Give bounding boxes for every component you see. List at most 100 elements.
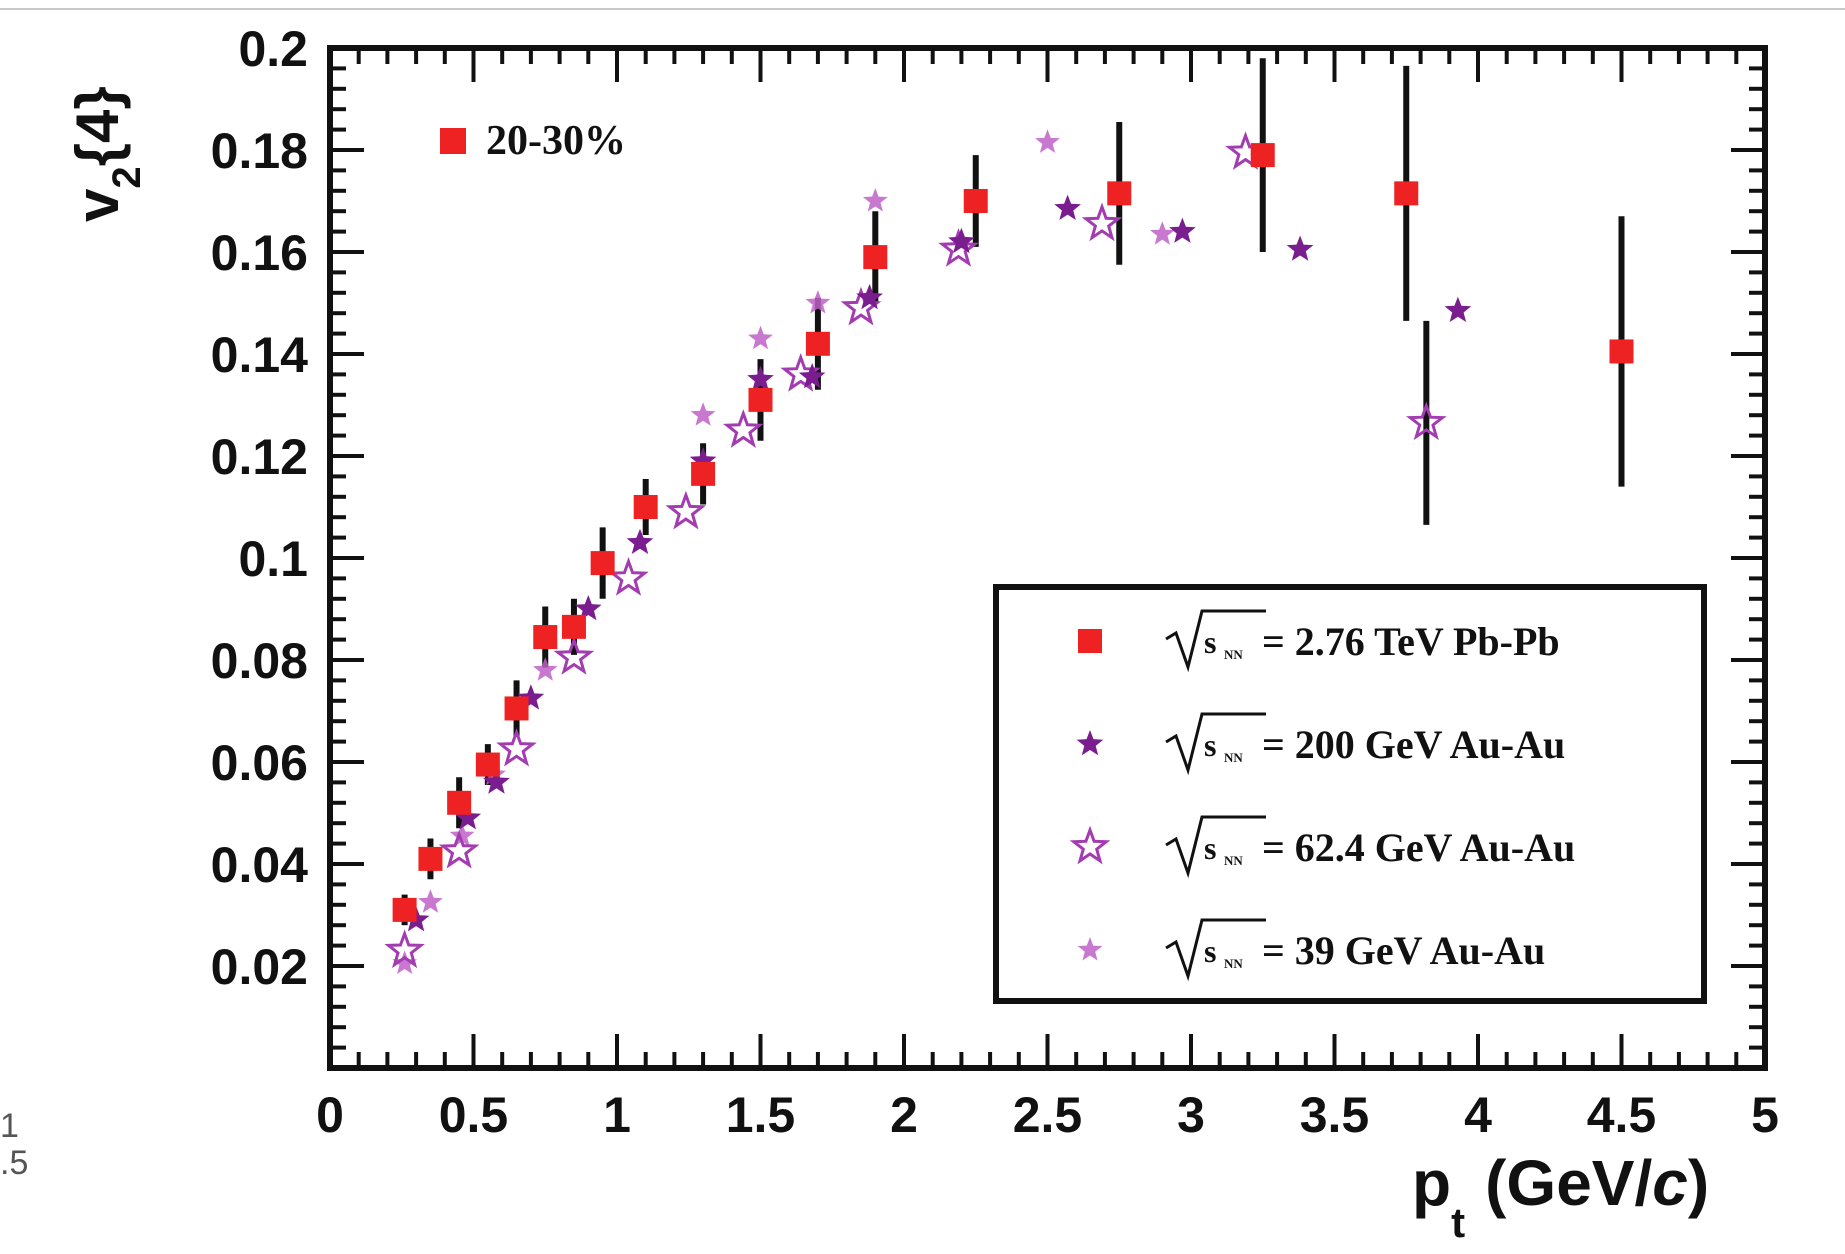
- data-point-series-3: [748, 325, 773, 350]
- legend-sqrt-s: s: [1204, 624, 1216, 660]
- x-axis-title-unit-close: ): [1688, 1147, 1709, 1219]
- legend-label-0: = 2.76 TeV Pb-Pb: [1262, 619, 1560, 664]
- legend-label-1: = 200 GeV Au-Au: [1262, 722, 1565, 767]
- legend-sqrt-nn: NN: [1224, 956, 1243, 971]
- x-axis-title: pt (GeV/c): [1412, 1147, 1709, 1246]
- y-axis-title-sub: 2: [105, 166, 149, 188]
- y-tick-label: 0.12: [211, 429, 308, 485]
- data-point-series-1: [483, 768, 510, 794]
- legend: s NN = 2.76 TeV Pb-Pb s NN = 200 GeV Au-Au s NN…: [993, 584, 1707, 1004]
- legend-sqrt-nn: NN: [1224, 853, 1243, 868]
- annotation: 20-30%: [440, 118, 626, 164]
- legend-label-2: = 62.4 GeV Au-Au: [1262, 825, 1575, 870]
- data-point-series-3: [690, 402, 716, 426]
- legend-entry-1: s NN = 200 GeV Au-Au: [1165, 712, 1565, 776]
- y-axis-title-main: v: [64, 188, 131, 222]
- sqrt-sign-icon: [1165, 918, 1266, 982]
- x-tick-label: 1.5: [726, 1087, 796, 1143]
- data-point-series-0: [561, 614, 586, 639]
- sqrt-sign-icon: [1165, 712, 1266, 776]
- data-point-series-1: [689, 447, 717, 473]
- data-point-series-3: [418, 889, 443, 913]
- data-point-series-3: [449, 823, 475, 847]
- legend-sqrt-s: s: [1204, 727, 1216, 763]
- data-point-series-0: [748, 387, 773, 412]
- x-tick-label: 4.5: [1587, 1087, 1657, 1143]
- data-point-series-0: [504, 696, 529, 721]
- y-tick-label: 0.18: [211, 123, 308, 179]
- legend-sqrt-s: s: [1204, 933, 1216, 969]
- data-point-series-0: [418, 846, 443, 871]
- data-point-series-2: [384, 929, 425, 969]
- data-point-series-3: [862, 188, 888, 212]
- legend-sqrt-nn: NN: [1224, 647, 1243, 662]
- x-axis-title-main: p: [1412, 1147, 1451, 1219]
- data-point-series-0: [1107, 181, 1132, 206]
- x-tick-label: 2: [890, 1087, 918, 1143]
- data-point-series-0: [590, 551, 615, 576]
- legend-marker-0: [1078, 629, 1102, 653]
- x-tick-label: 1: [603, 1087, 631, 1143]
- y-tick-label: 0.16: [211, 225, 308, 281]
- data-point-series-1: [1169, 217, 1196, 243]
- x-tick-label: 0: [316, 1087, 344, 1143]
- data-point-series-2: [438, 829, 480, 869]
- x-tick-label: 2.5: [1013, 1087, 1083, 1143]
- data-point-series-2: [1406, 401, 1447, 441]
- data-point-series-3: [1149, 221, 1175, 245]
- legend-label-3: = 39 GeV Au-Au: [1262, 928, 1545, 973]
- legend-entry-2: s NN = 62.4 GeV Au-Au: [1165, 815, 1575, 879]
- data-point-series-1: [856, 283, 883, 310]
- legend-entry-0: s NN = 2.76 TeV Pb-Pb: [1165, 609, 1560, 673]
- data-point-series-1: [626, 528, 654, 554]
- annotation-marker: [440, 128, 466, 154]
- data-point-series-1: [517, 684, 545, 710]
- data-point-series-0: [392, 897, 417, 922]
- tick-labels: 0 0.5 1 1.5 2 2.5 3 3.5 4 4.5 5 0.02 0.04 0.06 0.08 0.1…: [211, 21, 1779, 1143]
- data-point-series-1: [1286, 235, 1314, 261]
- data-point-series-2: [608, 557, 649, 596]
- data-point-series-1: [575, 595, 602, 621]
- data-point-series-2: [1081, 202, 1123, 242]
- legend-sqrt-nn: NN: [1224, 750, 1243, 765]
- data-point-series-3: [1035, 129, 1060, 153]
- stray-text-line-1: 1: [0, 1107, 19, 1145]
- legend-marker-3: [1077, 937, 1103, 961]
- data-point-series-2: [496, 727, 537, 767]
- data-point-series-0: [1250, 143, 1275, 168]
- data-point-series-0: [691, 461, 716, 486]
- data-point-series-3: [392, 950, 417, 974]
- stray-edge-text: 1 .5: [0, 1107, 28, 1183]
- y-tick-label: 0.08: [211, 633, 308, 689]
- y-tick-label: 0.2: [238, 21, 308, 77]
- sqrt-sign-icon: [1165, 609, 1266, 673]
- x-tick-label: 3.5: [1300, 1087, 1370, 1143]
- y-axis-title-suffix: {4}: [64, 86, 131, 166]
- y-tick-label: 0.1: [238, 531, 308, 587]
- data-point-series-1: [454, 804, 482, 830]
- legend-box: [993, 584, 1707, 1004]
- data-point-series-3: [805, 290, 831, 314]
- annotation-label: 20-30%: [486, 118, 626, 164]
- legend-marker-2: [1069, 825, 1111, 865]
- data-point-series-2: [665, 490, 707, 530]
- top-border-line: [0, 8, 1845, 10]
- data-point-series-0: [1609, 339, 1634, 364]
- data-markers: [384, 58, 1634, 974]
- data-point-series-0: [475, 752, 500, 777]
- y-axis-title: v2{4}: [64, 86, 149, 222]
- y-tick-label: 0.06: [211, 735, 308, 791]
- x-tick-label: 4: [1464, 1087, 1492, 1143]
- data-point-series-3: [532, 657, 558, 681]
- data-point-series-0: [633, 495, 658, 519]
- x-tick-label: 5: [1751, 1087, 1779, 1143]
- data-point-series-1: [747, 365, 774, 391]
- data-point-series-0: [447, 790, 472, 815]
- plot-frame: [327, 45, 1768, 1071]
- x-tick-label: 3: [1177, 1087, 1205, 1143]
- legend-entry-3: s NN = 39 GeV Au-Au: [1165, 918, 1545, 982]
- data-point-series-2: [553, 636, 595, 675]
- x-tick-label: 0.5: [439, 1087, 509, 1143]
- data-point-series-0: [963, 189, 988, 213]
- data-point-series-2: [938, 228, 979, 267]
